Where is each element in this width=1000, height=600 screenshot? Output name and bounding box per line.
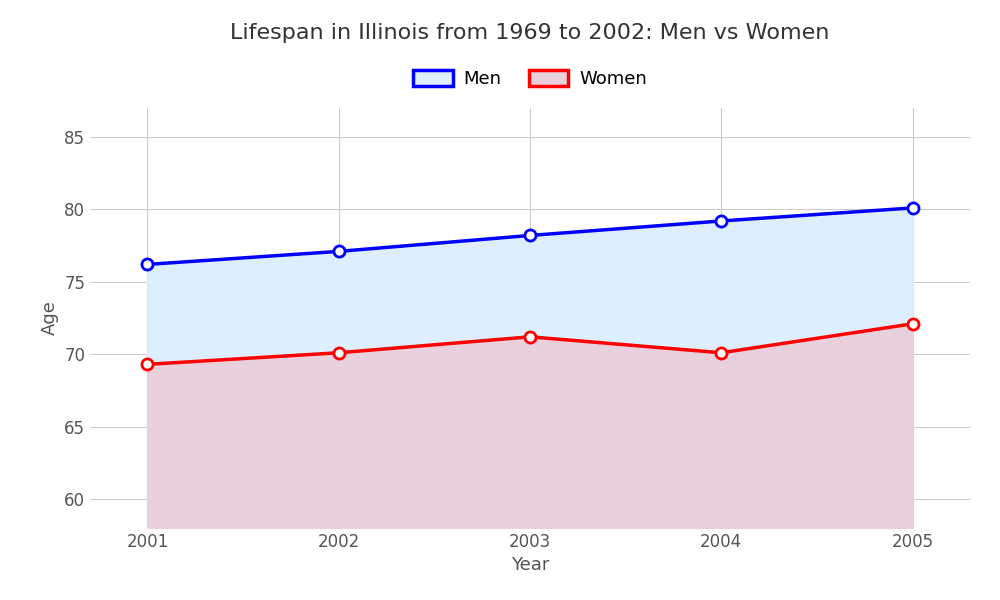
Y-axis label: Age: Age	[41, 301, 59, 335]
Title: Lifespan in Illinois from 1969 to 2002: Men vs Women: Lifespan in Illinois from 1969 to 2002: …	[230, 23, 830, 43]
X-axis label: Year: Year	[511, 556, 549, 574]
Legend: Men, Women: Men, Women	[406, 62, 654, 95]
